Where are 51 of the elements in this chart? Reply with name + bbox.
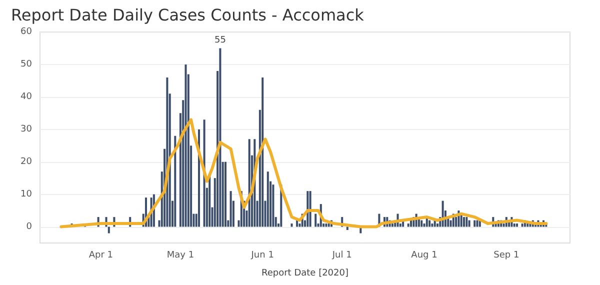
bar	[219, 48, 222, 227]
y-tick-label: 20	[20, 156, 32, 167]
y-tick-label: 40	[20, 92, 32, 102]
x-tick-label: Sep 1	[494, 250, 520, 260]
bar	[108, 226, 110, 234]
bar	[410, 220, 412, 227]
bar	[466, 217, 468, 227]
bar	[248, 139, 250, 227]
y-tick-label: 30	[20, 124, 32, 134]
x-tick-label: Jun 1	[250, 250, 274, 260]
bar	[420, 220, 423, 227]
bar	[434, 220, 436, 227]
bar	[431, 224, 434, 227]
bar	[290, 224, 293, 227]
bar	[328, 224, 330, 227]
bar	[428, 220, 431, 227]
bar	[314, 214, 317, 227]
line-series	[60, 118, 548, 228]
bar	[224, 162, 226, 227]
y-tick-label: 0	[26, 222, 32, 232]
chart-title: Report Date Daily Cases Counts - Accomack	[11, 6, 365, 24]
bar	[184, 64, 187, 227]
bar	[309, 191, 312, 227]
bar	[325, 224, 328, 227]
bar	[346, 226, 348, 230]
bar	[208, 174, 211, 227]
bar	[516, 224, 518, 227]
y-tick-label: 10	[20, 189, 32, 200]
x-axis-title: Report Date [2020]	[262, 268, 348, 278]
bar	[203, 120, 206, 227]
bar	[521, 224, 524, 227]
y-tick-label: 60	[20, 27, 32, 37]
bar	[174, 136, 176, 227]
y-tick-label: 50	[20, 59, 32, 70]
bar	[407, 224, 410, 227]
x-tick-label: Aug 1	[411, 250, 438, 260]
bar	[474, 220, 476, 227]
bar	[476, 220, 478, 227]
x-tick-label: Apr 1	[88, 250, 114, 260]
bar	[262, 77, 264, 227]
bar	[296, 220, 298, 227]
x-tick-label: May 1	[166, 250, 194, 260]
bar	[266, 172, 269, 227]
bar	[463, 217, 465, 227]
bar	[526, 224, 529, 227]
bar	[468, 220, 470, 227]
bar	[272, 184, 274, 227]
bar	[230, 191, 232, 227]
annotation: 55	[214, 36, 226, 46]
x-tick-label: Jul 1	[331, 250, 352, 260]
bar	[391, 224, 394, 227]
